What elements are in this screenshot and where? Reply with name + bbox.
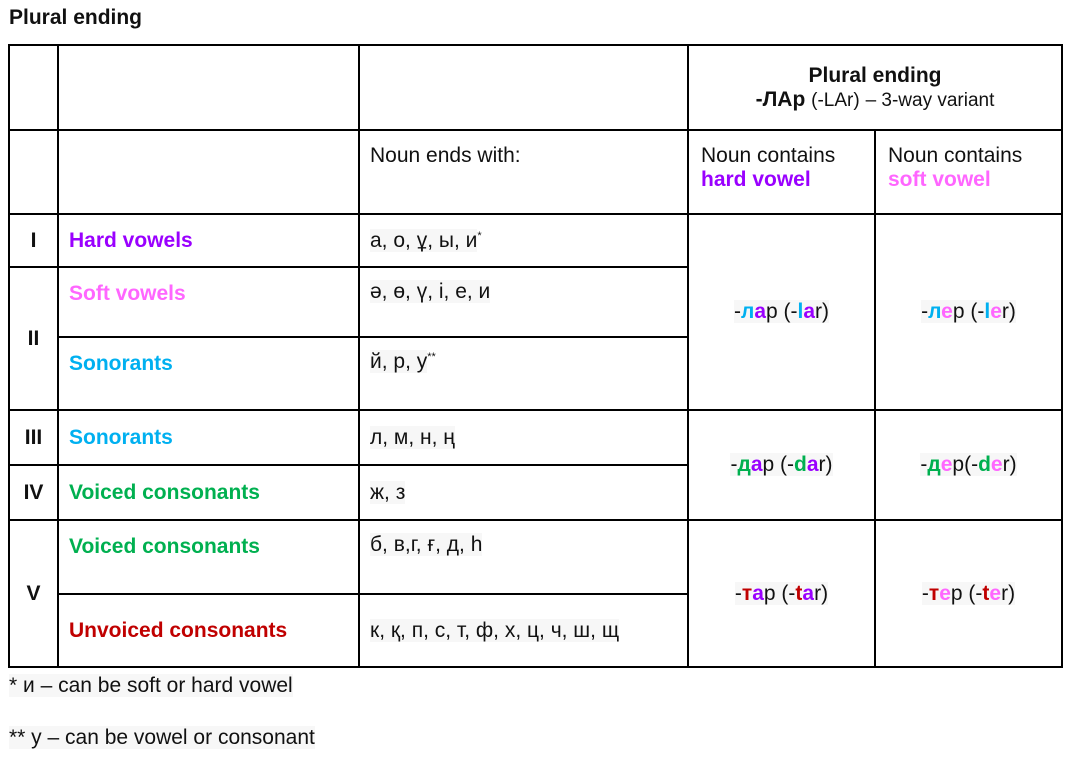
plural-variant: – 3-way variant bbox=[865, 89, 995, 111]
suffix-segment: - bbox=[921, 300, 929, 323]
suffix-segment: - bbox=[733, 300, 741, 323]
table-row: II Soft vowels ә, ө, ү, і, е, и bbox=[8, 266, 1062, 411]
suffix-soft-2: -дер(-der) bbox=[874, 409, 1063, 521]
suffix-segment: а bbox=[750, 453, 763, 476]
suffix-segment: - bbox=[921, 581, 929, 605]
hard-header-line1: Noun contains bbox=[701, 144, 836, 167]
footnote-mark: * bbox=[477, 229, 482, 242]
row-label: Voiced consonants bbox=[57, 519, 360, 595]
page-title: Plural ending bbox=[9, 6, 143, 29]
suffix-segment: a bbox=[806, 453, 819, 476]
suffix-hard-2: -дар (-dar) bbox=[687, 409, 876, 521]
suffix-segment: t bbox=[982, 581, 990, 605]
row-letters: ж, з bbox=[370, 480, 406, 504]
suffix-segment: a bbox=[802, 581, 815, 605]
group-label: I bbox=[8, 213, 59, 268]
suffix-segment: л bbox=[928, 300, 942, 323]
suffix-segment: d bbox=[794, 453, 807, 476]
footnote-mark: ** bbox=[427, 351, 436, 363]
plural-suffix: -ЛАр bbox=[755, 87, 806, 111]
group-label: III bbox=[8, 409, 59, 466]
group-label: V bbox=[8, 519, 59, 668]
suffix-segment: t bbox=[795, 581, 803, 605]
suffix-segment: р (- bbox=[763, 581, 796, 605]
suffix-segment: р (- bbox=[762, 453, 794, 476]
suffix-segment: r) bbox=[1001, 300, 1016, 323]
suffix-segment: р (- bbox=[952, 300, 985, 323]
footnote-1: * и – can be soft or hard vowel bbox=[9, 674, 293, 697]
suffix-segment: т bbox=[741, 581, 753, 605]
row-label: Sonorants bbox=[57, 336, 360, 411]
suffix-segment: - bbox=[734, 581, 742, 605]
suffix-segment: e bbox=[990, 300, 1002, 323]
hard-header-line2: hard vowel bbox=[701, 168, 811, 191]
suffix-hard-1: -лар (-lar) bbox=[687, 213, 876, 411]
table-row: IV Voiced consonants ж, з bbox=[8, 464, 1062, 521]
table-row: Sonorants й, р, у** bbox=[9, 336, 1062, 411]
suffix-segment: е bbox=[940, 453, 953, 476]
suffix-segment: r) bbox=[818, 453, 833, 476]
suffix-soft-3: -тер (-ter) bbox=[874, 519, 1063, 668]
suffix-segment: - bbox=[730, 453, 738, 476]
row-label: Voiced consonants bbox=[57, 464, 360, 521]
suffix-segment: е bbox=[941, 300, 953, 323]
plural-ending-table: Plural ending -ЛАр (-LAr) – 3-way varian… bbox=[8, 44, 1063, 668]
suffix-segment: l bbox=[797, 300, 804, 323]
row-label: Sonorants bbox=[57, 409, 360, 466]
suffix-segment: л bbox=[740, 300, 755, 323]
plural-suffix-latin: (-LAr) bbox=[811, 89, 860, 111]
suffix-segment: - bbox=[920, 453, 928, 476]
suffix-segment: d bbox=[978, 453, 991, 476]
table-row: V Voiced consonants б, в,г, ғ, д, һ -тар… bbox=[8, 519, 1063, 668]
suffix-segment: д bbox=[927, 453, 941, 476]
group-label: II bbox=[8, 266, 59, 411]
suffix-segment: а bbox=[752, 581, 764, 605]
suffix-segment: a bbox=[803, 300, 816, 323]
suffix-segment: r) bbox=[1001, 581, 1016, 605]
suffix-segment: р (- bbox=[766, 300, 798, 323]
suffix-segment: e bbox=[989, 581, 1002, 605]
hard-vowel-header: Noun contains hard vowel bbox=[687, 129, 876, 215]
soft-header-line1: Noun contains bbox=[888, 144, 1023, 167]
suffix-segment: р(- bbox=[952, 453, 979, 476]
row-label: Hard vowels bbox=[57, 213, 360, 268]
suffix-segment: д bbox=[737, 453, 751, 476]
suffix-segment: r) bbox=[815, 300, 830, 323]
row-letters: ә, ө, ү, і, е, и bbox=[370, 280, 491, 303]
plural-ending-header: Plural ending -ЛАр (-LAr) – 3-way varian… bbox=[687, 44, 1063, 131]
suffix-segment: т bbox=[928, 581, 940, 605]
table-row: III Sonorants л, м, н, ң -дар (-dar) -де… bbox=[8, 409, 1063, 521]
suffix-segment: l bbox=[984, 300, 991, 323]
suffix-segment: р (- bbox=[950, 581, 983, 605]
row-letters: к, қ, п, с, т, ф, х, ц, ч, ш, щ bbox=[370, 618, 620, 642]
suffix-hard-3: -тар (-tar) bbox=[687, 519, 876, 668]
row-letters: л, м, н, ң bbox=[370, 425, 455, 449]
soft-header-line2: soft vowel bbox=[888, 168, 991, 191]
table-row: Unvoiced consonants к, қ, п, с, т, ф, х,… bbox=[9, 593, 1062, 668]
suffix-segment: а bbox=[754, 300, 766, 323]
suffix-segment: r) bbox=[1002, 453, 1017, 476]
noun-ends-header: Noun ends with: bbox=[358, 129, 689, 215]
footnote-2: ** у – can be vowel or consonant bbox=[9, 726, 315, 749]
plural-ending-title: Plural ending bbox=[808, 63, 942, 87]
soft-vowel-header: Noun contains soft vowel bbox=[874, 129, 1063, 215]
suffix-segment: е bbox=[939, 581, 951, 605]
row-letters: й, р, у bbox=[370, 350, 428, 373]
row-letters: а, о, ұ, ы, и bbox=[370, 228, 478, 252]
group-label: IV bbox=[8, 464, 59, 521]
suffix-segment: e bbox=[990, 453, 1003, 476]
row-label: Unvoiced consonants bbox=[57, 593, 360, 668]
table-row: I Hard vowels а, о, ұ, ы, и* -лар (-lar)… bbox=[8, 213, 1063, 411]
suffix-soft-1: -лер (-ler) bbox=[874, 213, 1063, 411]
row-label: Soft vowels bbox=[57, 266, 360, 338]
row-letters: б, в,г, ғ, д, һ bbox=[370, 533, 483, 556]
suffix-segment: r) bbox=[814, 581, 829, 605]
table-header-row: Plural ending -ЛАр (-LAr) – 3-way varian… bbox=[8, 44, 1063, 131]
table-subheader-row: Noun ends with: Noun contains hard vowel … bbox=[8, 129, 1063, 215]
